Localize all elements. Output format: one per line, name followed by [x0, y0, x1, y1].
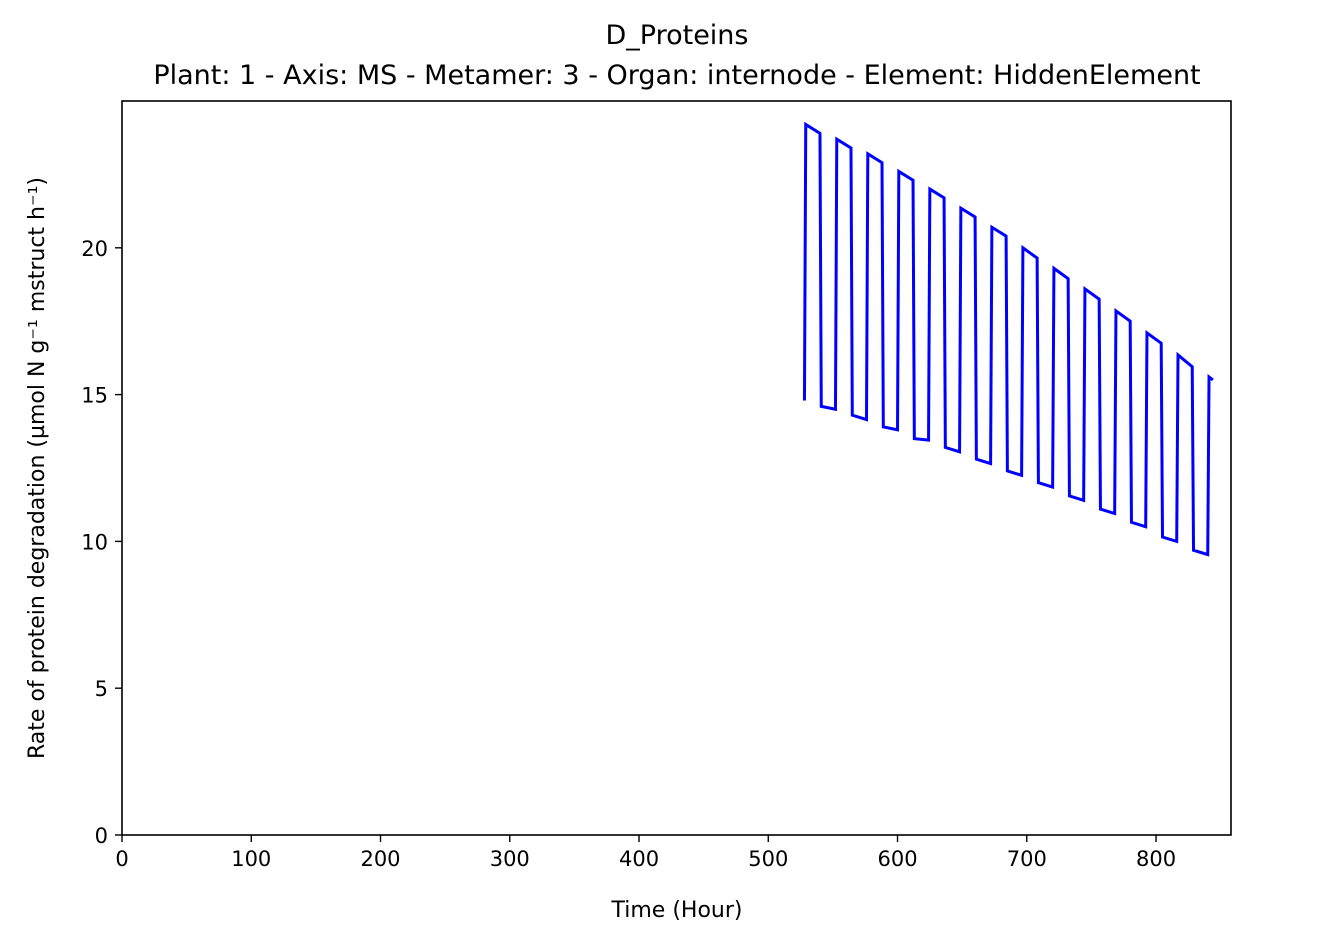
y-tick-label: 0	[95, 824, 108, 848]
x-axis-ticks: 0 100 200 300 400 500 600 700 800	[115, 835, 1176, 871]
x-axis-label: Time (Hour)	[611, 898, 743, 923]
x-tick-label: 700	[1007, 847, 1047, 871]
x-tick-label: 200	[360, 847, 400, 871]
x-tick-label: 600	[877, 847, 917, 871]
y-tick-label: 20	[81, 237, 108, 261]
y-tick-label: 5	[95, 677, 108, 701]
x-tick-label: 0	[115, 847, 128, 871]
y-axis-ticks: 0 5 10 15 20	[81, 237, 122, 848]
x-tick-label: 400	[619, 847, 659, 871]
series-line-0	[802, 121, 1214, 557]
y-axis-label: Rate of protein degradation (µmol N g⁻¹ …	[25, 177, 50, 759]
chart-subtitle: Plant: 1 - Axis: MS - Metamer: 3 - Organ…	[153, 60, 1200, 91]
x-tick-label: 100	[231, 847, 271, 871]
plot-area	[122, 101, 1231, 835]
y-tick-label: 15	[81, 384, 108, 408]
y-tick-label: 10	[81, 530, 108, 554]
x-tick-label: 500	[748, 847, 788, 871]
x-tick-label: 800	[1136, 847, 1176, 871]
chart-title: D_Proteins	[605, 20, 748, 51]
x-tick-label: 300	[490, 847, 530, 871]
series-layer	[802, 121, 1214, 557]
plot-frame	[121, 100, 1232, 836]
